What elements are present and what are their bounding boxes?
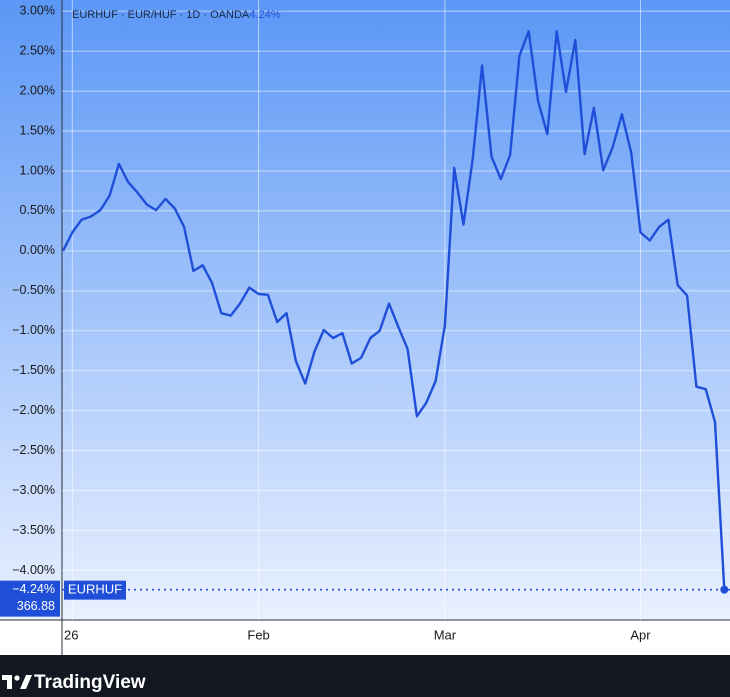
x-tick-label: Feb [247,627,269,642]
y-tick-label: 0.00% [20,243,55,257]
y-tick-label: −2.00% [12,403,55,417]
last-value-change: −4.24% [12,582,55,596]
legend-change: −4.24% [243,9,281,21]
y-tick-label: 0.50% [20,203,55,217]
last-value-box [0,580,60,617]
x-tick-label: 26 [64,627,78,642]
y-tick-label: 2.00% [20,83,55,97]
brand: TradingView [34,672,146,693]
y-tick-label: −0.50% [12,283,55,297]
y-tick-label: −1.00% [12,323,55,337]
x-tick-label: Apr [630,627,651,642]
y-tick-label: −3.50% [12,523,55,537]
plot [61,30,730,594]
y-tick-label: −4.00% [12,563,55,577]
x-axis-background [0,620,730,655]
series-name: EURHUF [68,582,122,597]
x-tick-label: Mar [434,627,457,642]
y-tick-label: −1.50% [12,363,55,377]
last-point [720,585,729,594]
y-tick-label: 1.00% [20,163,55,177]
y-tick-label: 2.50% [20,43,55,57]
y-tick-label: 3.00% [20,3,55,17]
price-line [61,30,726,590]
last-price: 366.88 [17,599,55,613]
series-tag [64,580,126,600]
y-tick-label: −3.00% [12,483,55,497]
legend-symbol: EURHUF · EUR/HUF · 1D · OANDA [72,9,250,21]
grid [62,0,730,620]
plot-background [0,0,730,620]
y-tick-label: −2.50% [12,443,55,457]
brand-logo [2,675,32,689]
footer [0,655,730,697]
y-tick-label: 1.50% [20,123,55,137]
